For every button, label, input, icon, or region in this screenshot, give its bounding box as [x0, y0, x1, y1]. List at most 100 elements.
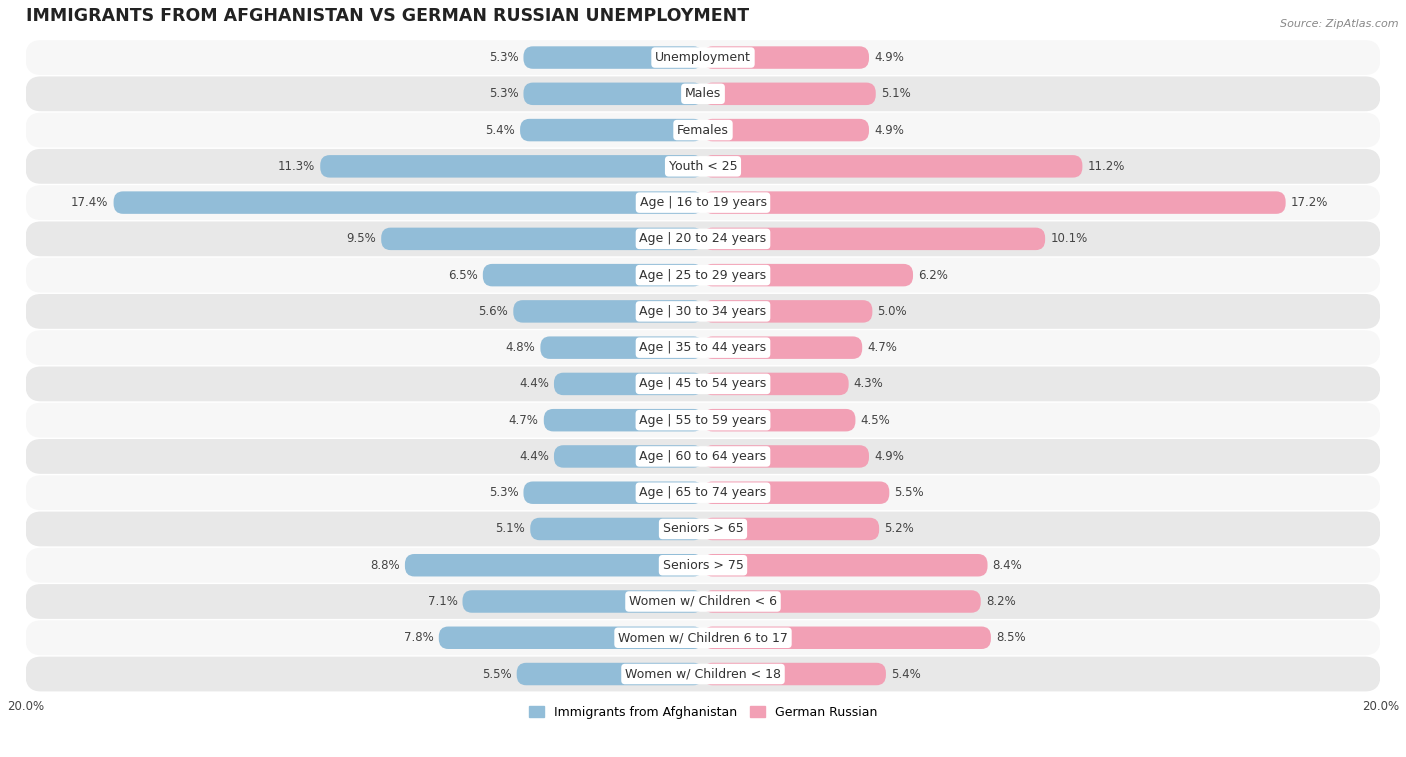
FancyBboxPatch shape	[114, 192, 703, 213]
FancyBboxPatch shape	[530, 518, 703, 540]
Text: 5.0%: 5.0%	[877, 305, 907, 318]
Text: 4.8%: 4.8%	[506, 341, 536, 354]
Text: 4.9%: 4.9%	[875, 51, 904, 64]
Text: Age | 20 to 24 years: Age | 20 to 24 years	[640, 232, 766, 245]
FancyBboxPatch shape	[25, 257, 1381, 292]
FancyBboxPatch shape	[25, 40, 1381, 75]
Text: 4.5%: 4.5%	[860, 413, 890, 427]
FancyBboxPatch shape	[25, 620, 1381, 655]
Text: 4.7%: 4.7%	[868, 341, 897, 354]
Text: Youth < 25: Youth < 25	[669, 160, 737, 173]
Text: IMMIGRANTS FROM AFGHANISTAN VS GERMAN RUSSIAN UNEMPLOYMENT: IMMIGRANTS FROM AFGHANISTAN VS GERMAN RU…	[25, 7, 748, 25]
Text: Age | 55 to 59 years: Age | 55 to 59 years	[640, 413, 766, 427]
Text: 8.5%: 8.5%	[995, 631, 1025, 644]
FancyBboxPatch shape	[703, 518, 879, 540]
Text: Males: Males	[685, 87, 721, 101]
Text: 8.4%: 8.4%	[993, 559, 1022, 572]
Text: 4.3%: 4.3%	[853, 378, 883, 391]
Text: Women w/ Children < 18: Women w/ Children < 18	[626, 668, 780, 681]
Text: Age | 60 to 64 years: Age | 60 to 64 years	[640, 450, 766, 463]
FancyBboxPatch shape	[523, 481, 703, 504]
Text: 7.8%: 7.8%	[404, 631, 433, 644]
FancyBboxPatch shape	[25, 76, 1381, 111]
FancyBboxPatch shape	[523, 46, 703, 69]
Text: 17.4%: 17.4%	[72, 196, 108, 209]
FancyBboxPatch shape	[703, 590, 981, 612]
Text: 11.3%: 11.3%	[278, 160, 315, 173]
FancyBboxPatch shape	[703, 46, 869, 69]
Text: Age | 25 to 29 years: Age | 25 to 29 years	[640, 269, 766, 282]
Text: Age | 45 to 54 years: Age | 45 to 54 years	[640, 378, 766, 391]
FancyBboxPatch shape	[25, 656, 1381, 691]
FancyBboxPatch shape	[381, 228, 703, 250]
Text: 4.9%: 4.9%	[875, 450, 904, 463]
FancyBboxPatch shape	[25, 149, 1381, 184]
FancyBboxPatch shape	[25, 548, 1381, 583]
FancyBboxPatch shape	[482, 264, 703, 286]
Text: 11.2%: 11.2%	[1087, 160, 1125, 173]
Text: Women w/ Children < 6: Women w/ Children < 6	[628, 595, 778, 608]
Text: Age | 65 to 74 years: Age | 65 to 74 years	[640, 486, 766, 499]
Text: 5.3%: 5.3%	[489, 51, 519, 64]
Text: Age | 30 to 34 years: Age | 30 to 34 years	[640, 305, 766, 318]
FancyBboxPatch shape	[703, 155, 1083, 178]
Text: Women w/ Children 6 to 17: Women w/ Children 6 to 17	[619, 631, 787, 644]
FancyBboxPatch shape	[405, 554, 703, 577]
Text: 4.7%: 4.7%	[509, 413, 538, 427]
Text: Seniors > 65: Seniors > 65	[662, 522, 744, 535]
FancyBboxPatch shape	[703, 481, 890, 504]
FancyBboxPatch shape	[554, 445, 703, 468]
FancyBboxPatch shape	[703, 372, 849, 395]
Text: 5.4%: 5.4%	[485, 123, 515, 136]
Text: 9.5%: 9.5%	[346, 232, 377, 245]
Text: 7.1%: 7.1%	[427, 595, 457, 608]
Text: 5.3%: 5.3%	[489, 87, 519, 101]
Text: 6.2%: 6.2%	[918, 269, 948, 282]
Text: 5.5%: 5.5%	[482, 668, 512, 681]
FancyBboxPatch shape	[25, 584, 1381, 619]
FancyBboxPatch shape	[439, 627, 703, 649]
FancyBboxPatch shape	[703, 336, 862, 359]
FancyBboxPatch shape	[516, 663, 703, 685]
FancyBboxPatch shape	[321, 155, 703, 178]
FancyBboxPatch shape	[25, 222, 1381, 257]
FancyBboxPatch shape	[703, 663, 886, 685]
FancyBboxPatch shape	[25, 185, 1381, 220]
Legend: Immigrants from Afghanistan, German Russian: Immigrants from Afghanistan, German Russ…	[524, 701, 882, 724]
FancyBboxPatch shape	[703, 445, 869, 468]
FancyBboxPatch shape	[540, 336, 703, 359]
FancyBboxPatch shape	[554, 372, 703, 395]
FancyBboxPatch shape	[25, 403, 1381, 438]
FancyBboxPatch shape	[25, 439, 1381, 474]
FancyBboxPatch shape	[25, 512, 1381, 547]
Text: Age | 35 to 44 years: Age | 35 to 44 years	[640, 341, 766, 354]
FancyBboxPatch shape	[703, 192, 1285, 213]
Text: 5.3%: 5.3%	[489, 486, 519, 499]
Text: 4.4%: 4.4%	[519, 378, 548, 391]
Text: Age | 16 to 19 years: Age | 16 to 19 years	[640, 196, 766, 209]
FancyBboxPatch shape	[703, 83, 876, 105]
FancyBboxPatch shape	[703, 627, 991, 649]
Text: 8.2%: 8.2%	[986, 595, 1015, 608]
Text: 5.1%: 5.1%	[880, 87, 911, 101]
Text: 5.1%: 5.1%	[495, 522, 526, 535]
FancyBboxPatch shape	[463, 590, 703, 612]
FancyBboxPatch shape	[25, 294, 1381, 329]
Text: 8.8%: 8.8%	[370, 559, 399, 572]
Text: 5.4%: 5.4%	[891, 668, 921, 681]
FancyBboxPatch shape	[703, 301, 872, 322]
FancyBboxPatch shape	[25, 330, 1381, 365]
Text: 10.1%: 10.1%	[1050, 232, 1087, 245]
FancyBboxPatch shape	[703, 119, 869, 142]
FancyBboxPatch shape	[703, 409, 855, 431]
Text: 6.5%: 6.5%	[449, 269, 478, 282]
FancyBboxPatch shape	[703, 264, 912, 286]
Text: Source: ZipAtlas.com: Source: ZipAtlas.com	[1281, 19, 1399, 29]
FancyBboxPatch shape	[703, 228, 1045, 250]
Text: 5.2%: 5.2%	[884, 522, 914, 535]
Text: 5.6%: 5.6%	[478, 305, 508, 318]
Text: 17.2%: 17.2%	[1291, 196, 1329, 209]
Text: Seniors > 75: Seniors > 75	[662, 559, 744, 572]
FancyBboxPatch shape	[25, 475, 1381, 510]
FancyBboxPatch shape	[520, 119, 703, 142]
